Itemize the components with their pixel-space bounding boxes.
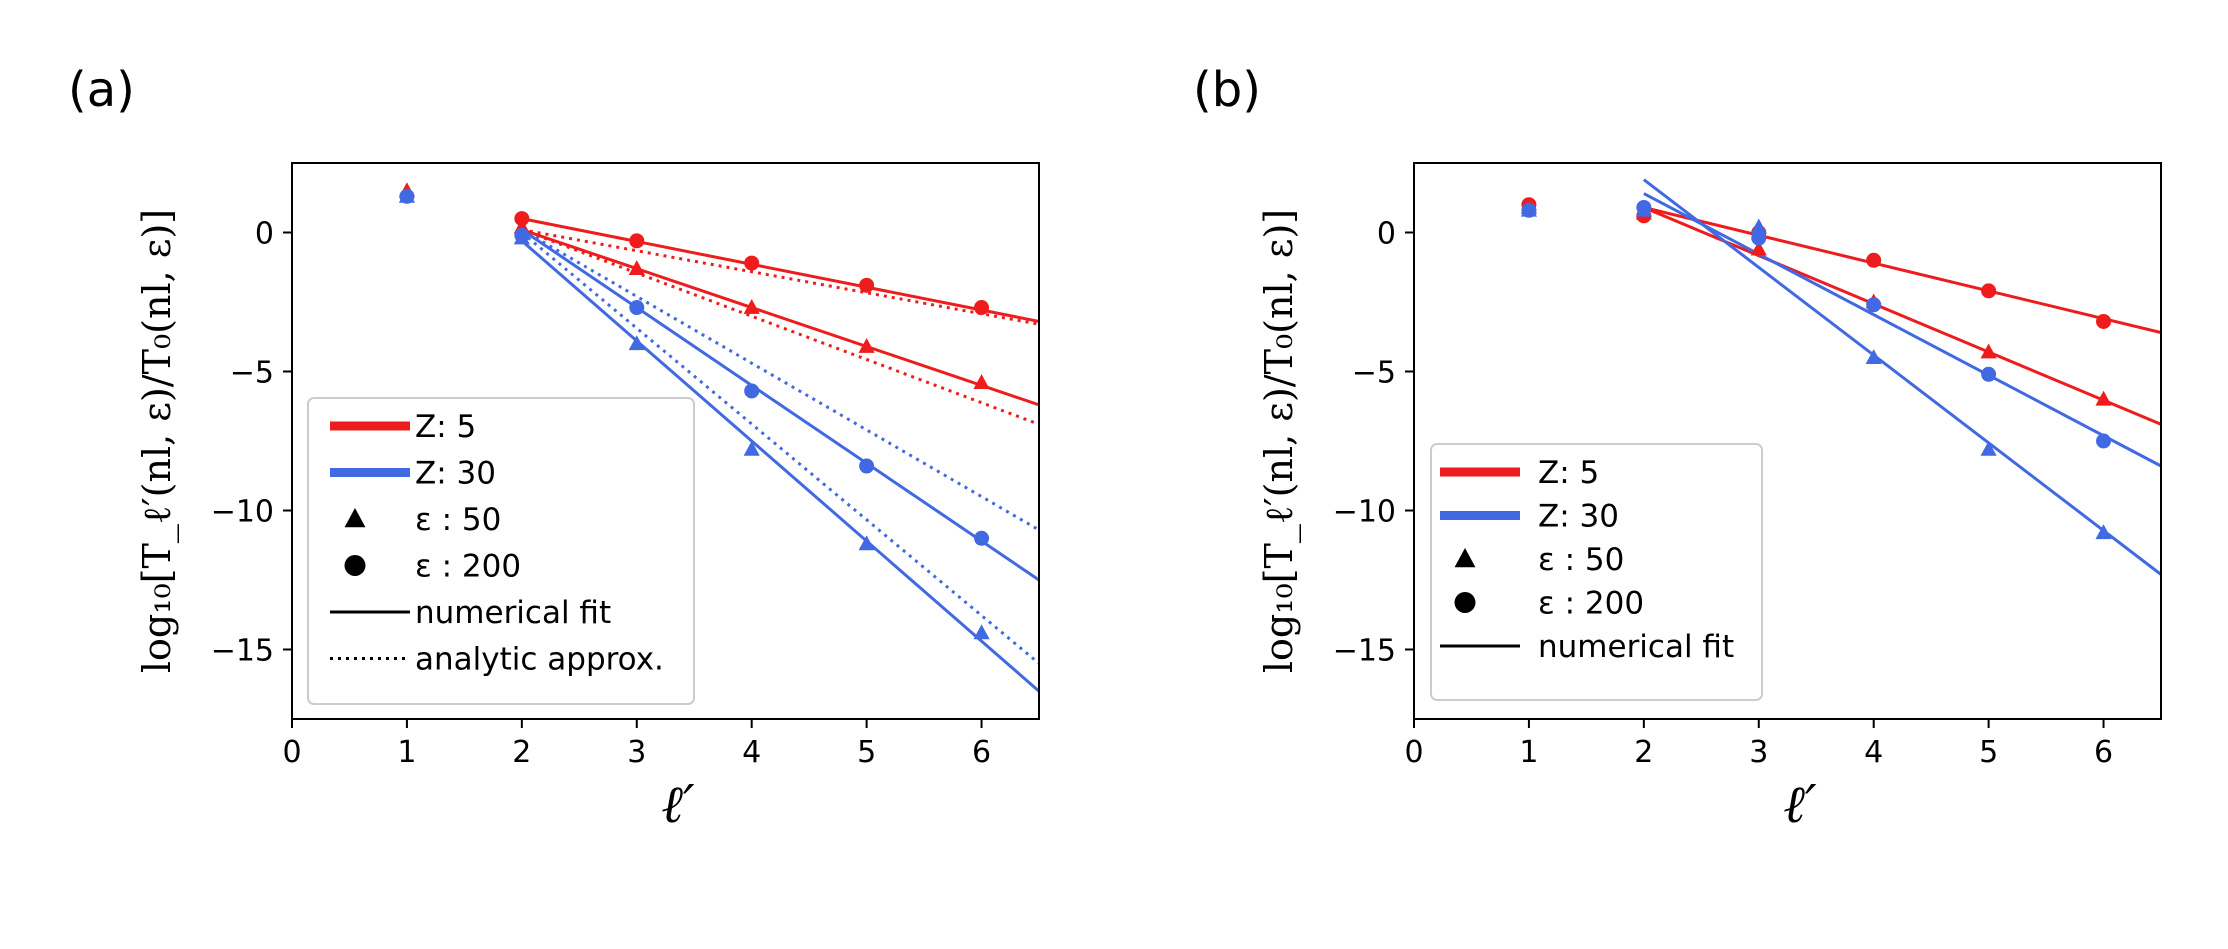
- numerical-fit-line-fit-Z30-eps200: [521, 228, 1040, 582]
- x-tick-label: 0: [1404, 735, 1423, 770]
- panel-a-x-axis-label: ℓ′: [661, 775, 695, 835]
- circle-marker-Z5-eps200: [974, 300, 990, 316]
- panel-b-legend: Z: 5 Z: 30 ε : 50 ε : 200 numerical fit: [1430, 443, 1763, 701]
- triangle-marker-Z5-eps50: [2095, 390, 2112, 406]
- circle-marker-Z30-eps200: [514, 227, 530, 243]
- panel-b-x-axis-label: ℓ′: [1783, 775, 1817, 835]
- x-tick-label: 2: [1634, 735, 1653, 770]
- circle-marker-Z30-eps200: [974, 530, 990, 546]
- circle-marker-Z30-eps200: [629, 300, 645, 316]
- panel-a: (a) 0 1 2 3 4 5 6 0 −5 −10 −15 ℓ′ log₁₀[T_ℓ′(nl, …: [68, 62, 1040, 835]
- circle-marker-Z30-eps200: [399, 188, 415, 204]
- legend-symbol-triangle: [344, 508, 366, 528]
- circle-marker-Z30-eps200: [2096, 433, 2112, 449]
- numerical-fit-line-fit-Z30-eps200: [1643, 192, 2162, 468]
- circle-marker-Z5-eps200: [629, 233, 645, 249]
- triangle-marker-Z30-eps50: [1865, 349, 1882, 364]
- legend-label: Z: 30: [415, 456, 496, 492]
- circle-marker-Z30-eps200: [1636, 199, 1652, 215]
- x-tick-label: 0: [282, 735, 301, 770]
- x-tick-label: 1: [1519, 735, 1538, 770]
- legend-symbol-circle: [1454, 592, 1476, 613]
- legend-label: numerical fit: [415, 595, 611, 631]
- numerical-fit-line-fit-Z5-eps200: [1643, 206, 2162, 335]
- x-tick-label: 4: [1864, 735, 1883, 770]
- legend-label: Z: 30: [1538, 499, 1619, 535]
- legend-frame: [1430, 443, 1763, 701]
- numerical-fit-line-fit-Z30-eps50: [520, 239, 1040, 693]
- x-tick-label: 5: [1979, 735, 1998, 770]
- circle-marker-Z30-eps200: [859, 458, 875, 474]
- legend-label: ε : 50: [415, 502, 501, 538]
- panel-a-axes-frame: [291, 162, 1040, 720]
- circle-marker-Z5-eps200: [1981, 283, 1997, 299]
- triangle-marker-Z30-eps50: [2095, 524, 2112, 540]
- circle-marker-Z30-eps200: [1521, 202, 1537, 218]
- panel-b-y-axis-label: log₁₀[T_ℓ′(nl, ε)/T₀(nl, ε)]: [1257, 209, 1302, 673]
- legend-label: ε : 200: [1538, 586, 1644, 622]
- panel-a-label: (a): [68, 62, 135, 118]
- triangle-marker-Z30-eps50: [973, 624, 990, 640]
- x-tick-label: 5: [857, 735, 876, 770]
- numerical-fit-line-fit-Z5-eps50: [521, 228, 1040, 407]
- panel-a-y-axis-label: log₁₀[T_ℓ′(nl, ε)/T₀(nl, ε)]: [135, 209, 180, 673]
- x-tick-label: 4: [742, 735, 761, 770]
- analytic-approx-line-approx-Z5-eps50: [521, 228, 1040, 426]
- panel-b-label: (b): [1193, 62, 1261, 118]
- x-tick-label: 2: [512, 735, 531, 770]
- triangle-marker-Z5-eps50: [1750, 240, 1767, 256]
- legend-symbol-triangle: [1454, 548, 1476, 568]
- triangle-marker-Z5-eps50: [973, 374, 990, 389]
- y-tick-label: −15: [1333, 634, 1396, 669]
- analytic-approx-line-approx-Z30-eps200: [521, 228, 1040, 532]
- panel-a-legend: Z: 5 Z: 30 ε : 50 ε : 200 numerical fit analy…: [307, 397, 695, 705]
- circle-marker-Z30-eps200: [1751, 230, 1767, 246]
- y-tick-label: −10: [211, 495, 274, 530]
- legend-symbol-circle: [344, 555, 366, 576]
- analytic-approx-line-approx-Z30-eps50: [520, 231, 1040, 665]
- circle-marker-Z5-eps200: [744, 255, 760, 271]
- legend-label: ε : 200: [415, 549, 521, 585]
- circle-marker-Z30-eps200: [1981, 366, 1997, 382]
- x-tick-label: 3: [1749, 735, 1768, 770]
- triangle-marker-Z30-eps50: [1980, 440, 1997, 456]
- triangle-marker-Z5-eps50: [1980, 343, 1997, 359]
- numerical-fit-line-fit-Z30-eps50: [1642, 178, 2162, 576]
- x-tick-label: 6: [972, 735, 991, 770]
- triangle-marker-Z5-eps50: [858, 337, 875, 353]
- legend-label: numerical fit: [1538, 629, 1734, 665]
- triangle-marker-Z30-eps50: [743, 440, 760, 456]
- y-tick-label: −5: [1352, 356, 1396, 391]
- x-tick-label: 6: [2094, 735, 2113, 770]
- legend-label: Z: 5: [1538, 455, 1599, 491]
- y-tick-label: −5: [230, 356, 274, 391]
- circle-marker-Z5-eps200: [1866, 252, 1882, 268]
- x-tick-label: 1: [397, 735, 416, 770]
- panel-b-axes-frame: [1413, 162, 2162, 720]
- y-tick-label: −10: [1333, 495, 1396, 530]
- circle-marker-Z5-eps200: [514, 211, 530, 227]
- circle-marker-Z30-eps200: [744, 383, 760, 399]
- circle-marker-Z5-eps200: [2096, 313, 2112, 329]
- legend-label: ε : 50: [1538, 542, 1624, 578]
- y-tick-label: 0: [1377, 217, 1396, 252]
- panel-b: (b) 0 1 2 3 4 5 6 0 −5 −10 −15 ℓ′ log₁₀[T_ℓ′(nl, …: [1193, 62, 2162, 835]
- y-tick-label: −15: [211, 634, 274, 669]
- triangle-marker-Z30-eps50: [858, 535, 875, 551]
- x-tick-label: 3: [627, 735, 646, 770]
- legend-label: Z: 5: [415, 409, 476, 445]
- triangle-marker-Z5-eps50: [628, 260, 645, 276]
- legend-label: analytic approx.: [415, 642, 664, 678]
- circle-marker-Z30-eps200: [1866, 297, 1882, 313]
- circle-marker-Z5-eps200: [859, 277, 875, 293]
- triangle-marker-Z30-eps50: [628, 335, 645, 351]
- triangle-marker-Z5-eps50: [743, 299, 760, 314]
- numerical-fit-line-fit-Z5-eps200: [521, 217, 1040, 323]
- y-tick-label: 0: [255, 217, 274, 252]
- triangle-marker-Z30-eps50: [1750, 218, 1767, 234]
